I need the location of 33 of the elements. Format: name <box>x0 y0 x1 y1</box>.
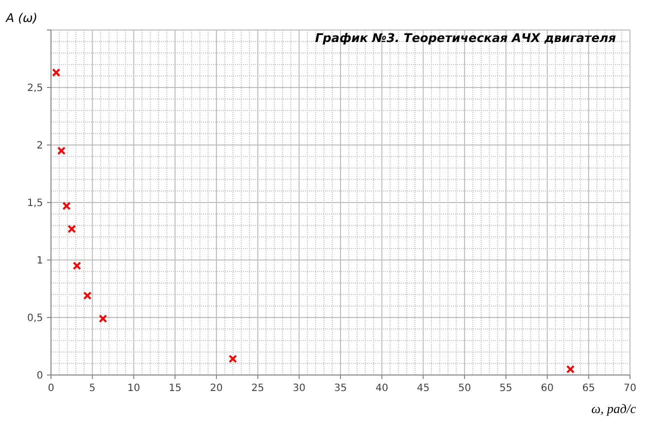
point <box>72 262 82 270</box>
x-axis-title: ω, рад/с <box>591 401 636 416</box>
y-tick-label: 1 <box>36 256 43 266</box>
point <box>52 68 60 77</box>
x-tick-label: 10 <box>127 383 140 394</box>
point <box>68 224 76 234</box>
point <box>83 291 92 300</box>
x-tick-label: 45 <box>416 383 430 394</box>
x-tick-label: 40 <box>375 383 388 394</box>
x-tick-label: 25 <box>251 383 264 394</box>
y-tick-label: 2,5 <box>27 83 43 94</box>
y-tick-label: 2 <box>36 140 43 152</box>
point <box>228 354 238 364</box>
chart-title: График №3. Теоретическая АЧХ двигателя <box>315 31 616 45</box>
x-tick-label: 5 <box>89 383 96 394</box>
x-tick-label: 60 <box>540 383 554 394</box>
point <box>62 202 71 210</box>
x-tick-label: 15 <box>168 383 182 394</box>
point <box>98 314 108 323</box>
y-tick-label: 0 <box>36 370 43 382</box>
point <box>57 146 66 155</box>
x-tick-label: 65 <box>582 383 596 394</box>
x-tick-label: 50 <box>458 383 471 394</box>
x-tick-label: 20 <box>210 383 223 394</box>
y-axis-title: A (ω) <box>5 11 38 25</box>
x-tick-label: 70 <box>624 383 636 394</box>
x-tick-label: 30 <box>292 383 306 394</box>
y-tick-label: 1,5 <box>27 198 43 209</box>
x-tick-label: 55 <box>500 383 512 394</box>
y-tick-label: 0,5 <box>27 313 43 324</box>
x-tick-label: 0 <box>48 383 54 394</box>
point <box>566 365 575 374</box>
x-tick-label: 35 <box>334 383 347 394</box>
